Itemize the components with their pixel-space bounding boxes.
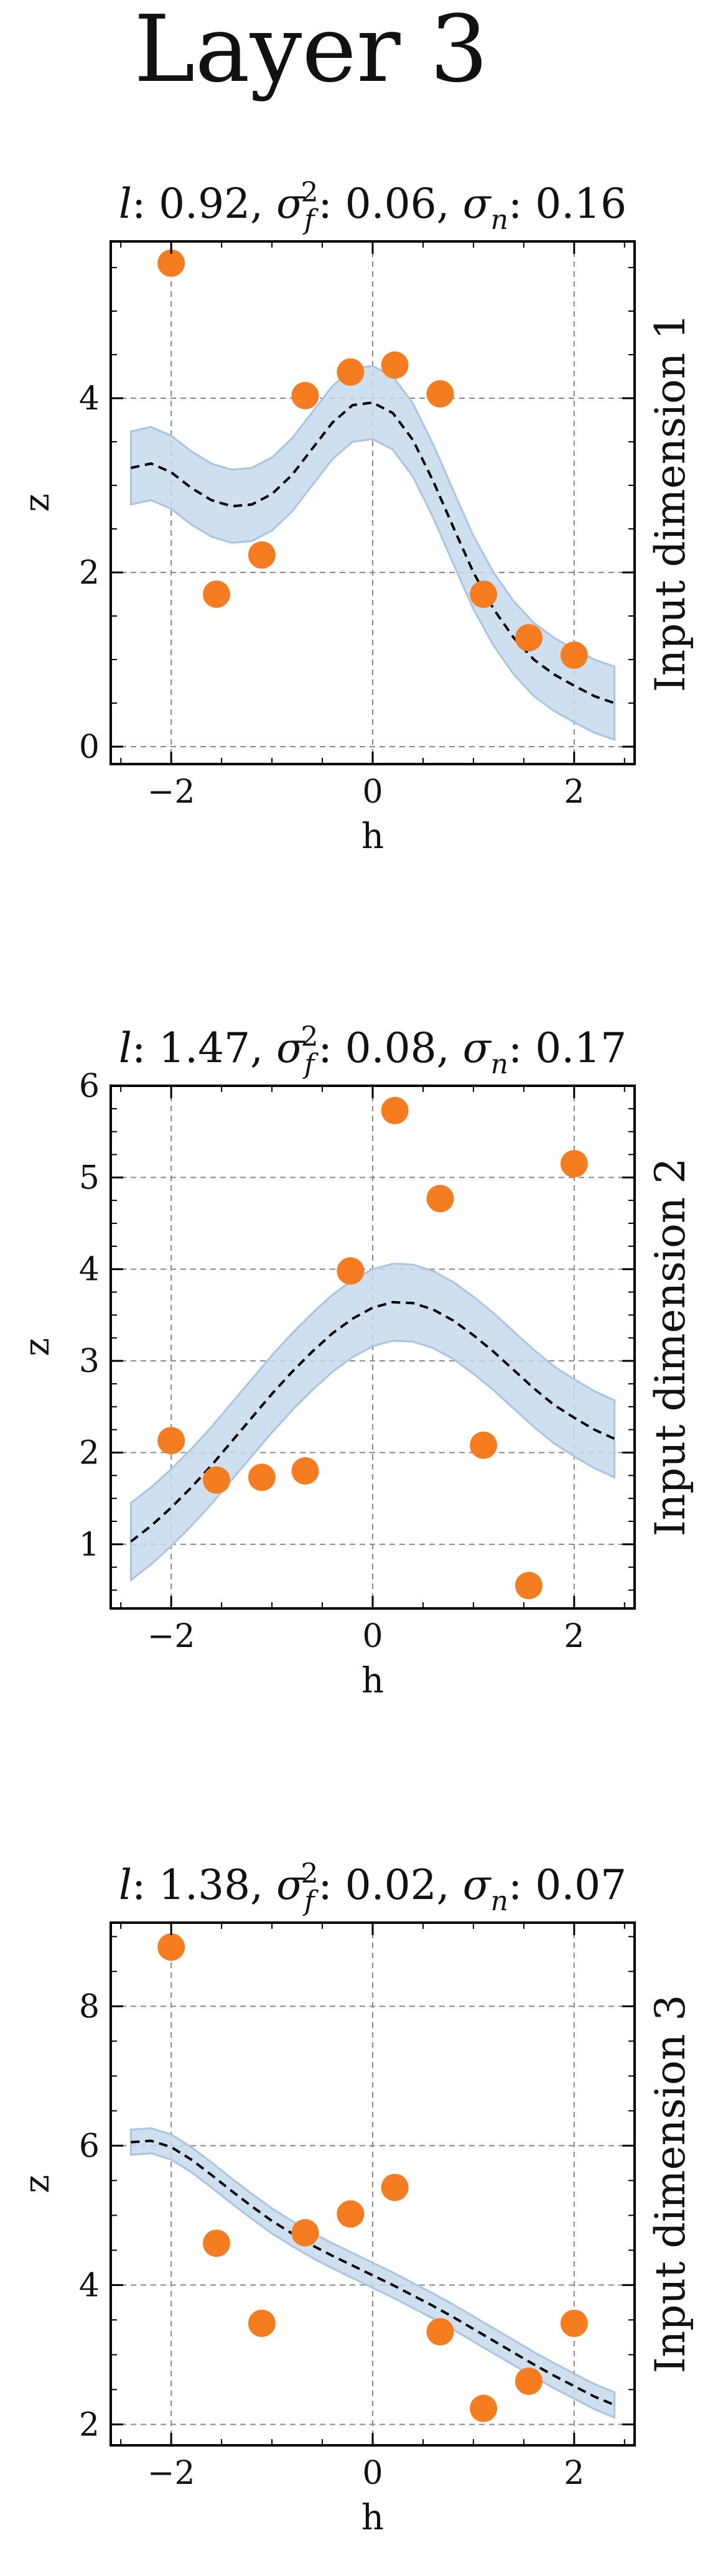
x-tick-label: 2 (564, 2455, 584, 2492)
y-tick-label: 6 (79, 1068, 100, 1105)
subplot-1: −2 0 2 0 2 4 h z Input dimension 1 l: 0.92, σf2: … (17, 177, 694, 857)
data-point (381, 1096, 409, 1124)
data-point (157, 1933, 185, 1961)
x-tick-label: −2 (147, 2455, 195, 2492)
y-tick-label: 4 (79, 2267, 100, 2304)
y-axis-label: z (17, 493, 57, 512)
data-point (515, 624, 543, 651)
data-point (203, 1466, 231, 1494)
mean-line (130, 401, 615, 704)
data-point (560, 2310, 588, 2337)
y-tick-label: 5 (79, 1159, 100, 1197)
confidence-band (129, 1262, 616, 1582)
y-axis-label: z (17, 2175, 57, 2193)
data-point (203, 2229, 231, 2257)
y-tick-label: 8 (79, 1988, 100, 2025)
data-point (157, 1427, 185, 1455)
x-tick-label: 2 (564, 1618, 584, 1655)
data-point (426, 1185, 454, 1213)
data-point (470, 2394, 498, 2422)
subplot-3: −2 0 2 2 4 6 8 h z Input dimension 3 l: 1.38, σf2:… (17, 1858, 694, 2538)
data-point (291, 381, 319, 409)
y-tick-label: 2 (79, 1434, 100, 1472)
data-point (337, 2200, 365, 2228)
confidence-band (129, 365, 616, 741)
data-point (470, 1431, 498, 1459)
subplot-2: −2 0 2 1 2 3 4 5 6 h z Input dimension 2 l: 1.47, σf… (17, 1021, 694, 1701)
x-axis-label: h (361, 816, 384, 857)
x-tick-label: 0 (362, 1618, 383, 1655)
subplot-title: l: 0.92, σf2: 0.06, σn: 0.16 (119, 177, 627, 236)
y-tick-label: 1 (79, 1526, 100, 1564)
y-axis-label: z (17, 1338, 57, 1356)
data-point (248, 1463, 276, 1491)
data-point (337, 1257, 365, 1285)
data-point (426, 2318, 454, 2346)
side-label: Input dimension 2 (646, 1158, 694, 1537)
figure-title: Layer 3 (134, 0, 488, 103)
y-tick-label: 4 (79, 380, 100, 418)
data-point (203, 581, 231, 608)
data-point (291, 2219, 319, 2247)
y-tick-label: 0 (79, 729, 100, 766)
x-axis-label: h (361, 1661, 384, 1701)
data-point (291, 1457, 319, 1485)
subplots: −2 0 2 0 2 4 h z Input dimension 1 l: 0.92, σf2: … (17, 177, 694, 2538)
side-label: Input dimension 1 (646, 314, 694, 693)
data-point (157, 250, 185, 277)
x-tick-label: 0 (362, 2455, 383, 2492)
y-tick-label: 2 (79, 554, 100, 592)
x-tick-label: −2 (147, 1618, 195, 1655)
data-point (248, 541, 276, 569)
data-point (560, 642, 588, 669)
data-point (381, 2173, 409, 2201)
data-point (560, 1150, 588, 1178)
data-point (515, 2367, 543, 2395)
data-point (248, 2310, 276, 2337)
x-tick-label: −2 (147, 773, 195, 811)
data-point (470, 581, 498, 608)
side-label: Input dimension 3 (646, 1995, 694, 2374)
y-tick-label: 2 (79, 2406, 100, 2443)
x-tick-label: 2 (564, 773, 584, 811)
data-point (337, 358, 365, 386)
data-point (381, 351, 409, 379)
x-tick-label: 0 (362, 773, 383, 811)
y-tick-label: 6 (79, 2127, 100, 2165)
mean-line (131, 2139, 615, 2406)
data-point (426, 380, 454, 408)
data-point (515, 1572, 543, 1600)
y-tick-label: 3 (79, 1343, 100, 1380)
x-axis-label: h (361, 2498, 384, 2538)
y-tick-label: 4 (79, 1251, 100, 1289)
subplot-title: l: 1.38, σf2: 0.02, σn: 0.07 (119, 1858, 627, 1917)
subplot-title: l: 1.47, σf2: 0.08, σn: 0.17 (119, 1021, 627, 1080)
